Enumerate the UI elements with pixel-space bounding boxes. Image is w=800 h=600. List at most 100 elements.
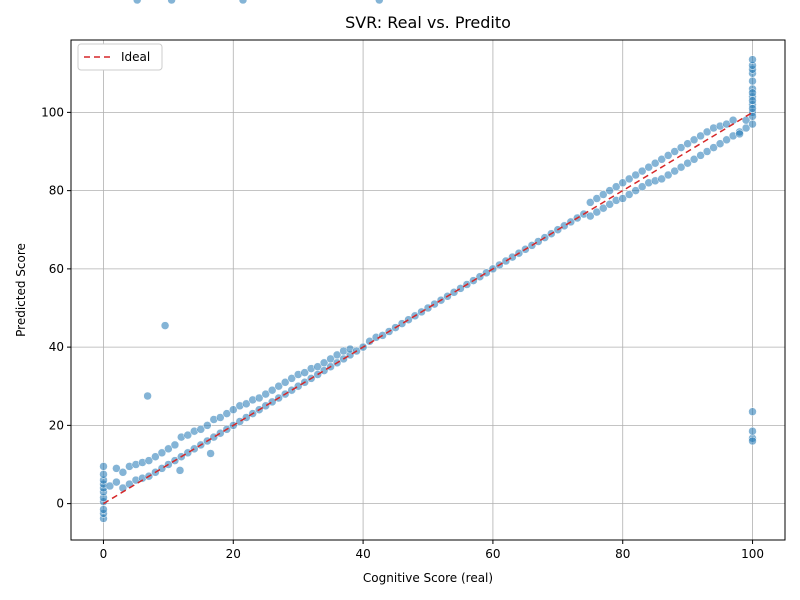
x-tick-label: 60 [485, 547, 500, 561]
data-point [689, 155, 699, 164]
data-point [592, 207, 602, 217]
data-point [644, 162, 653, 172]
chart-title: SVR: Real vs. Predito [345, 13, 511, 32]
data-point [637, 182, 647, 191]
data-point [748, 55, 757, 64]
data-point [164, 444, 173, 454]
data-point [683, 139, 692, 148]
data-point [313, 362, 322, 371]
x-tick-label: 100 [741, 547, 764, 561]
data-point [702, 147, 712, 156]
data-point [631, 170, 640, 180]
legend-box [77, 43, 163, 71]
data-point [592, 194, 602, 203]
data-point [748, 119, 757, 129]
data-point [709, 143, 718, 152]
data-point [170, 440, 180, 450]
data-point [696, 131, 705, 141]
data-point [599, 203, 608, 213]
data-point [143, 391, 152, 401]
y-tick-label: 100 [41, 105, 64, 119]
y-tick-label: 40 [49, 340, 64, 354]
data-point [196, 425, 206, 434]
data-point [748, 436, 757, 446]
data-point [748, 104, 757, 113]
data-point [663, 170, 673, 180]
data-point [663, 151, 673, 160]
data-point [167, 0, 176, 5]
data-point [696, 151, 705, 160]
y-tick-label: 80 [49, 184, 64, 198]
data-point [631, 186, 640, 195]
data-point [670, 166, 679, 176]
data-point [618, 178, 627, 188]
data-point [261, 389, 270, 399]
data-point [254, 393, 264, 403]
data-point [319, 358, 329, 368]
data-point [175, 466, 185, 475]
x-tick-label: 0 [100, 547, 108, 561]
y-axis-label: Predicted Score [14, 243, 28, 337]
data-point [599, 190, 608, 199]
data-point [238, 0, 248, 5]
data-point [183, 430, 193, 440]
data-point [112, 464, 121, 473]
x-tick-label: 20 [226, 547, 241, 561]
data-point [99, 462, 108, 471]
data-point [676, 162, 686, 172]
data-point [105, 481, 115, 491]
legend: Ideal [77, 43, 163, 71]
data-point [206, 449, 215, 458]
y-axis-ticks: 0 20 40 60 80 100 [41, 105, 71, 511]
data-point [151, 452, 160, 461]
data-point [157, 448, 167, 458]
ideal-line [103, 111, 753, 505]
data-point [242, 399, 251, 409]
data-point [624, 174, 634, 184]
data-point [748, 88, 757, 98]
data-point [676, 143, 686, 152]
data-point [144, 456, 154, 465]
axes-frame [70, 39, 786, 541]
data-point [637, 166, 647, 176]
data-point [222, 409, 232, 418]
data-point [586, 211, 595, 221]
data-point [702, 127, 712, 137]
data-point [748, 426, 757, 436]
data-point [326, 354, 335, 364]
data-point [722, 135, 731, 145]
data-point [624, 190, 634, 199]
data-point [715, 139, 725, 148]
data-point [735, 129, 744, 139]
data-point [683, 158, 692, 168]
data-point [112, 477, 121, 487]
x-tick-label: 40 [355, 547, 370, 561]
data-point [657, 155, 666, 164]
data-point [586, 198, 595, 207]
data-point [99, 470, 108, 479]
data-point [300, 368, 309, 377]
data-point [605, 186, 614, 195]
data-point [160, 321, 170, 330]
data-point [611, 182, 621, 191]
legend-label: Ideal [121, 50, 150, 64]
data-point [375, 0, 384, 5]
data-point [670, 147, 679, 156]
y-tick-label: 60 [49, 262, 64, 276]
data-point [650, 158, 660, 168]
data-point [748, 407, 757, 416]
data-point [618, 194, 627, 203]
data-point [229, 405, 238, 414]
data-point [203, 421, 212, 430]
data-point [748, 96, 757, 105]
y-tick-label: 20 [49, 418, 64, 432]
data-point [216, 413, 225, 422]
data-point [728, 115, 738, 125]
data-point [280, 378, 290, 387]
x-axis-ticks: 0 20 40 60 80 100 [100, 540, 764, 561]
x-tick-label: 80 [615, 547, 630, 561]
data-point [118, 468, 128, 477]
data-point [267, 385, 277, 395]
